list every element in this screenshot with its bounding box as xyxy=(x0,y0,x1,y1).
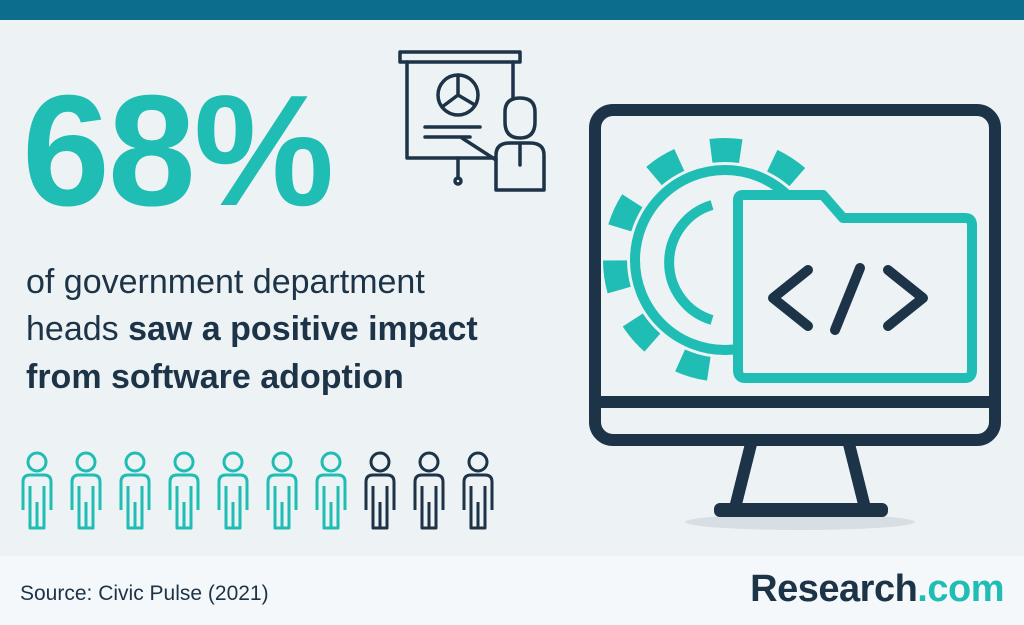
board-lines xyxy=(423,125,482,139)
monitor-base xyxy=(714,503,888,517)
person-icon-highlighted xyxy=(315,451,347,530)
presenter-body xyxy=(494,141,546,192)
board-stand-foot xyxy=(453,176,463,186)
gear-inner-arc xyxy=(664,200,714,325)
brand-logo: Research.com xyxy=(750,568,1004,611)
presenter-icon xyxy=(398,50,546,192)
top-bar xyxy=(0,0,1024,20)
board-frame xyxy=(405,60,515,160)
headline-line: of government department xyxy=(26,263,425,301)
footer-background xyxy=(0,556,1024,625)
headline-emphasis: from software adoption xyxy=(26,358,404,396)
person-icon-highlighted xyxy=(217,451,249,530)
board-top xyxy=(398,50,522,64)
board-pie-slices xyxy=(440,73,477,109)
presenter-pointer xyxy=(460,136,498,162)
person-icon-highlighted xyxy=(119,451,151,530)
person-icon-highlighted xyxy=(266,451,298,530)
people-pictogram xyxy=(21,451,494,530)
code-bracket-left xyxy=(768,265,813,331)
person-icon-highlighted xyxy=(70,451,102,530)
headline-stat: 68% xyxy=(22,63,334,239)
person-icon xyxy=(462,451,494,530)
presenter-head xyxy=(503,96,537,140)
code-symbol xyxy=(768,263,928,335)
code-bracket-right xyxy=(883,265,928,331)
source-note: Source: Civic Pulse (2021) xyxy=(20,582,269,605)
code-slash xyxy=(830,263,865,335)
brand-name: Research xyxy=(750,568,918,610)
brand-suffix: .com xyxy=(917,568,1004,610)
monitor-shadow xyxy=(685,514,915,530)
person-icon-highlighted xyxy=(168,451,200,530)
person-icon xyxy=(413,451,445,530)
headline-line: heads saw a positive impact xyxy=(26,312,478,346)
monitor-frame xyxy=(589,104,1001,446)
headline-text: heads xyxy=(26,310,119,348)
monitor-stand xyxy=(729,438,871,510)
monitor xyxy=(589,104,1001,517)
person-icon-highlighted xyxy=(21,451,53,530)
person-icon xyxy=(364,451,396,530)
headline-emphasis: saw a positive impact xyxy=(128,310,478,348)
